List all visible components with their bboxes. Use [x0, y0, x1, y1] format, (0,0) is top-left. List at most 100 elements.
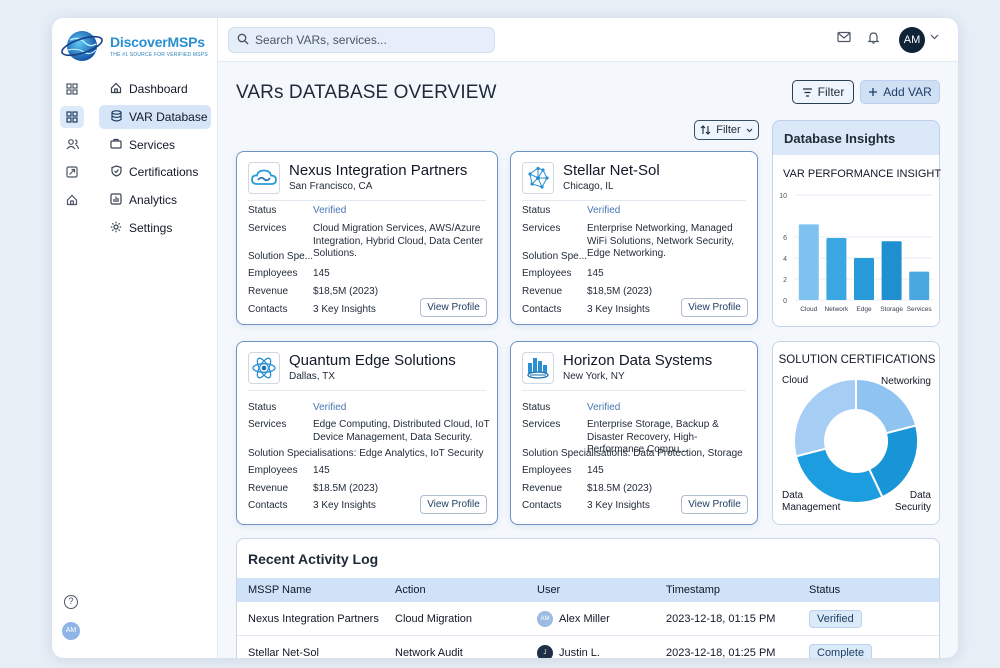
specialisations-value: Data Protection, Storage [633, 448, 743, 459]
timestamp: 2023-12-18, 01:15 PM [666, 613, 776, 625]
specialisations-label: Solution Specialisations: [522, 448, 631, 459]
var-location: San Francisco, CA [289, 181, 373, 192]
y-tick-label: 0 [783, 298, 787, 305]
rail-grid-icon[interactable] [60, 78, 84, 100]
contacts-label: Contacts [248, 500, 288, 511]
cloud-logo-icon [248, 162, 280, 194]
bar-chart-panel: VAR PERFORMANCE INSIGHTS 0 2 4 6 10 Cloud Netwo… [772, 155, 948, 327]
sidebar-item-label: Settings [129, 221, 173, 235]
table-row[interactable]: Stellar Net-Sol Network Audit J Justin L… [237, 636, 939, 658]
donut-slice [855, 377, 918, 435]
filter-button[interactable]: Filter [792, 80, 854, 104]
employees-value: 145 [587, 268, 604, 279]
rail-database-icon[interactable] [60, 106, 84, 128]
var-name: Horizon Data Systems [563, 352, 713, 369]
sort-icon [700, 125, 711, 135]
view-profile-button[interactable]: View Profile [681, 495, 748, 514]
status-label: Status [522, 402, 551, 413]
timestamp: 2023-12-18, 01:25 PM [666, 647, 776, 658]
contacts-value: 3 Key Insights [587, 304, 650, 315]
chevron-down-icon[interactable] [930, 32, 939, 42]
network-logo-icon [522, 162, 554, 194]
var-location: Dallas, TX [289, 371, 335, 382]
rail-users-icon[interactable] [60, 133, 84, 155]
contacts-label: Contacts [522, 500, 562, 511]
sidebar-item-label: Certifications [129, 165, 199, 179]
rail-home-icon[interactable] [60, 189, 84, 211]
rail-trend-icon[interactable] [60, 161, 84, 183]
employees-value: 145 [587, 465, 604, 476]
sidebar-item-var-database[interactable]: VAR Database [99, 105, 211, 129]
sidebar-item-services[interactable]: Services [99, 133, 211, 157]
employees-value: 145 [313, 268, 330, 279]
legend-label-line: Security [895, 502, 931, 513]
column-header[interactable]: MSSP Name [248, 584, 312, 596]
user-avatar[interactable]: AM [899, 27, 925, 53]
bell-icon[interactable] [867, 31, 880, 47]
table-header: MSSP Name Action User Timestamp Status [237, 578, 939, 602]
sidebar-item-label: Dashboard [129, 82, 188, 96]
help-icon[interactable]: ? [64, 595, 78, 609]
legend-label: Networking [881, 376, 931, 387]
add-var-button[interactable]: Add VAR [860, 80, 940, 104]
status-label: Status [522, 205, 551, 216]
column-header[interactable]: Action [395, 584, 426, 596]
city-data-logo-icon [522, 352, 554, 384]
status-badge: Verified [809, 610, 862, 628]
divider [248, 200, 486, 201]
x-tick-label: Network [824, 306, 849, 313]
search-input[interactable]: Search VARs, services... [228, 27, 495, 53]
legend-label-line: Cloud [782, 375, 808, 386]
sidebar-item-label: VAR Database [129, 110, 208, 124]
y-tick-label: 4 [783, 256, 787, 263]
x-tick-label: Services [907, 306, 933, 313]
user-avatar: AM [537, 611, 553, 627]
var-card: Horizon Data Systems New York, NY Status… [510, 341, 758, 525]
globe-logo-icon [61, 31, 103, 61]
contacts-value: 3 Key Insights [313, 500, 376, 511]
sort-filter-button[interactable]: Filter [694, 120, 759, 140]
sort-filter-label: Filter [716, 124, 741, 136]
specialisations-row: Solution Specialisations: Data Protectio… [522, 448, 750, 459]
revenue-label: Revenue [248, 286, 289, 297]
specialisations-label: Solution Spe... [248, 251, 314, 262]
chevron-down-icon [746, 128, 753, 132]
bar-chart-icon [107, 192, 125, 208]
legend-label-line: Data [782, 490, 804, 501]
employees-label: Employees [522, 465, 572, 476]
column-header[interactable]: User [537, 584, 561, 596]
sidebar-item-analytics[interactable]: Analytics [99, 188, 211, 212]
table-row[interactable]: Nexus Integration Partners Cloud Migrati… [237, 602, 939, 636]
user-avatar: J [537, 645, 553, 658]
sidebar-item-certifications[interactable]: Certifications [99, 160, 211, 184]
column-header[interactable]: Timestamp [666, 584, 720, 596]
briefcase-icon [107, 138, 125, 152]
sidebar-item-settings[interactable]: Settings [99, 216, 211, 240]
activity-log: Recent Activity Log MSSP Name Action Use… [236, 538, 940, 658]
status-value: Verified [587, 205, 621, 216]
var-name: Stellar Net-Sol [563, 162, 660, 179]
gear-icon [107, 221, 125, 236]
filter-button-label: Filter [817, 85, 845, 99]
sidebar-avatar[interactable]: AM [62, 622, 80, 640]
revenue-value: $18,5M (2023) [587, 286, 653, 297]
employees-label: Employees [248, 465, 298, 476]
chart-title: VAR PERFORMANCE INSIGHTS [783, 168, 941, 180]
donut-slice [794, 447, 884, 504]
view-profile-button[interactable]: View Profile [420, 495, 487, 514]
mail-icon[interactable] [837, 31, 851, 46]
specialisations-label: Solution Spe... [522, 251, 588, 262]
revenue-label: Revenue [522, 483, 563, 494]
view-profile-button[interactable]: View Profile [420, 298, 487, 317]
action: Cloud Migration [395, 613, 473, 625]
services-value: Cloud Migration Services, AWS/Azure Inte… [313, 223, 484, 259]
sidebar-item-dashboard[interactable]: Dashboard [99, 77, 211, 101]
services-label: Services [248, 223, 287, 234]
var-card: Nexus Integration Partners San Francisco… [236, 151, 498, 325]
y-tick-label: 10 [779, 193, 787, 200]
revenue-value: $18.5M (2023) [587, 483, 653, 494]
column-header[interactable]: Status [809, 584, 841, 596]
var-card: Quantum Edge Solutions Dallas, TX Status… [236, 341, 498, 525]
brand-logo[interactable]: DiscoverMSPs THE #1 SOURCE FOR VERIFIED … [60, 26, 210, 66]
view-profile-button[interactable]: View Profile [681, 298, 748, 317]
